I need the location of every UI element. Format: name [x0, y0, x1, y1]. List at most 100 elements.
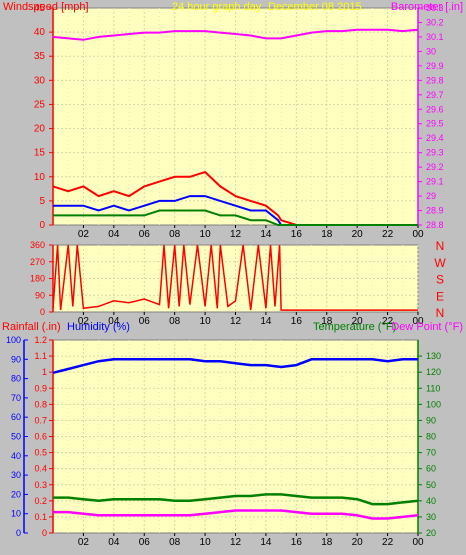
- x-tick-label: 10: [200, 229, 212, 240]
- x-tick-label: 06: [139, 229, 151, 240]
- rain-tick-label: 0.8: [34, 399, 47, 409]
- temperature-tick-label: 50: [426, 480, 436, 490]
- avg-line: [53, 209, 418, 226]
- wind-tick-label: 15: [34, 148, 46, 159]
- compass-label: S: [436, 273, 444, 287]
- x-tick-label: 10: [200, 537, 212, 548]
- x-tick-label: 20: [352, 229, 364, 240]
- wind-tick-label: 45: [34, 3, 46, 14]
- x-tick-label: 00: [412, 537, 424, 548]
- temperature-tick-label: 40: [426, 496, 436, 506]
- baro-tick-label: 29.4: [426, 133, 444, 143]
- humidity-tick-label: 80: [11, 374, 21, 384]
- baro-tick-label: 29.2: [426, 162, 444, 172]
- compass-label: E: [436, 289, 444, 303]
- x-tick-label: 04: [108, 316, 120, 327]
- baro-tick-label: 29.7: [426, 90, 444, 100]
- temperature-tick-label: 80: [426, 432, 436, 442]
- rainfall-label: Rainfall (.in): [2, 321, 61, 333]
- x-tick-label: 02: [78, 316, 90, 327]
- humidity-tick-label: 0: [16, 528, 21, 538]
- direction-tick-label: 90: [35, 290, 45, 300]
- rain-tick-label: 0.3: [34, 480, 47, 490]
- temperature-tick-label: 30: [426, 512, 436, 522]
- x-tick-label: 02: [78, 229, 90, 240]
- baro-tick-label: 29.8: [426, 75, 444, 85]
- x-tick-label: 22: [382, 316, 394, 327]
- temperature-tick-label: 20: [426, 528, 436, 538]
- baro-tick-label: 30: [426, 46, 436, 56]
- humidity-tick-label: 30: [11, 470, 21, 480]
- baro-tick-label: 29.3: [426, 148, 444, 158]
- x-tick-label: 22: [382, 229, 394, 240]
- humidity-tick-label: 40: [11, 451, 21, 461]
- wind-tick-label: 5: [39, 196, 45, 207]
- x-tick-label: 14: [260, 229, 272, 240]
- x-tick-label: 04: [108, 537, 120, 548]
- humidity-tick-label: 20: [11, 489, 21, 499]
- x-tick-label: 12: [230, 229, 242, 240]
- baro-tick-label: 29.5: [426, 119, 444, 129]
- direction-line: [52, 244, 418, 311]
- x-tick-label: 08: [169, 316, 181, 327]
- compass-label: N: [436, 306, 445, 320]
- humidity-tick-label: 50: [11, 432, 21, 442]
- x-tick-label: 14: [260, 537, 272, 548]
- barometer-label: Barometer [.in]: [391, 1, 463, 13]
- baro-tick-label: 29.1: [426, 177, 444, 187]
- baro-tick-label: 29.9: [426, 61, 444, 71]
- wind-tick-label: 20: [34, 124, 46, 135]
- x-tick-label: 02: [78, 537, 90, 548]
- baro-tick-label: 30.1: [426, 32, 444, 42]
- wind-tick-label: 0: [39, 220, 45, 231]
- humidity-tick-label: 90: [11, 354, 21, 364]
- humidity-tick-label: 60: [11, 412, 21, 422]
- x-tick-label: 20: [352, 537, 364, 548]
- temperature-tick-label: 60: [426, 464, 436, 474]
- wind-tick-label: 35: [34, 51, 46, 62]
- x-tick-label: 00: [412, 229, 424, 240]
- x-tick-label: 04: [108, 229, 120, 240]
- rain-tick-label: 1: [42, 367, 47, 377]
- rain-tick-label: 0.5: [34, 448, 47, 458]
- wind-tick-label: 10: [34, 172, 46, 183]
- baro-tick-label: 29.6: [426, 104, 444, 114]
- humidity-label: Humidity (%): [67, 321, 130, 333]
- baro-tick-label: 29: [426, 191, 436, 201]
- baro-tick-label: 28.8: [426, 220, 444, 230]
- x-tick-label: 00: [412, 316, 424, 327]
- humidity-tick-label: 70: [11, 393, 21, 403]
- rain-tick-label: 0.6: [34, 432, 47, 442]
- x-tick-label: 08: [169, 229, 181, 240]
- baro-tick-label: 30.2: [426, 17, 444, 27]
- x-tick-label: 10: [200, 316, 212, 327]
- rain-tick-label: 0.4: [34, 464, 47, 474]
- x-tick-label: 12: [230, 316, 242, 327]
- rain-tick-label: 0.2: [34, 496, 47, 506]
- direction-tick-label: 180: [30, 274, 45, 284]
- baro-tick-label: 28.9: [426, 206, 444, 216]
- humidity-tick-label: 100: [6, 335, 21, 345]
- temperature-tick-label: 100: [426, 399, 441, 409]
- x-tick-label: 18: [321, 316, 333, 327]
- x-tick-label: 08: [169, 537, 181, 548]
- compass-label: N: [436, 239, 445, 253]
- temperature-tick-label: 120: [426, 367, 441, 377]
- humidity-line: [52, 358, 418, 375]
- wind-tick-label: 30: [34, 75, 46, 86]
- dewpoint-line: [53, 509, 419, 520]
- temperature-line: [53, 493, 419, 506]
- x-tick-label: 16: [291, 316, 303, 327]
- wind-tick-label: 25: [34, 99, 46, 110]
- x-tick-label: 06: [139, 537, 151, 548]
- rain-tick-label: 1.1: [34, 351, 47, 361]
- temperature-tick-label: 130: [426, 351, 441, 361]
- x-tick-label: 06: [139, 316, 151, 327]
- graph-date: December 08 2015: [268, 1, 362, 13]
- direction-tick-label: 360: [30, 240, 45, 250]
- baro-tick-label: 30.3: [426, 3, 444, 13]
- compass-label: W: [434, 256, 446, 270]
- x-tick-label: 18: [321, 229, 333, 240]
